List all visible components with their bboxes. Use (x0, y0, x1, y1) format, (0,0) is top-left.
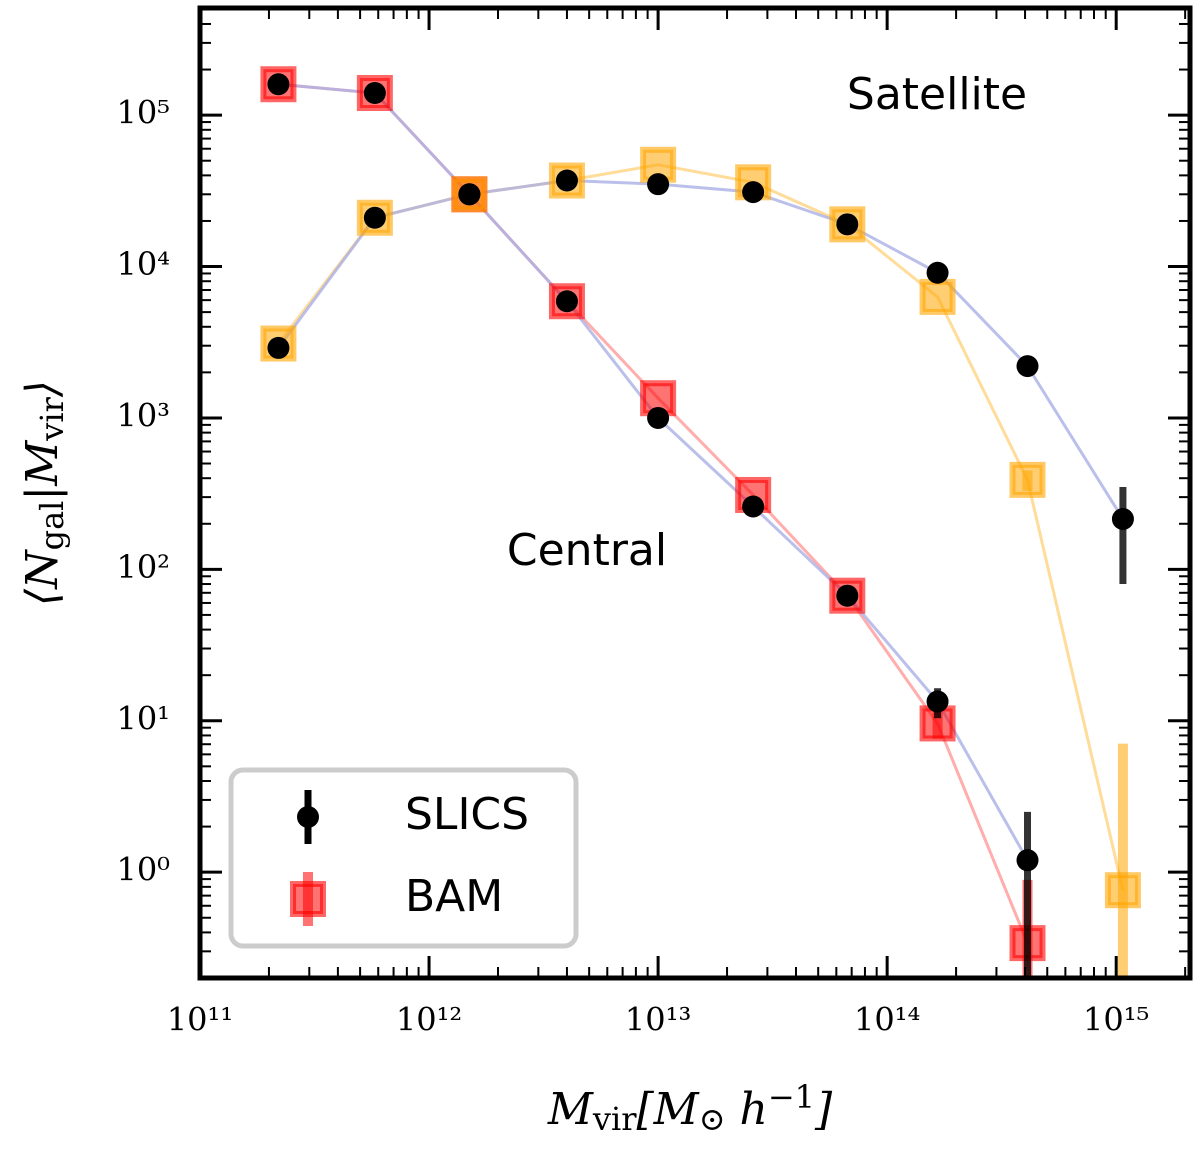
x-tick-label: 10¹⁵ (1083, 1001, 1149, 1039)
y-tick-label: 10⁴ (116, 245, 170, 283)
point (363, 206, 386, 229)
label-part: vir (592, 1100, 637, 1138)
x-axis-label: Mvir[M⊙ h−1] (547, 1078, 833, 1138)
point (555, 290, 578, 313)
label-part: ⟩ (17, 380, 68, 398)
label-part: −1 (768, 1078, 815, 1116)
point (267, 336, 290, 359)
point (742, 181, 765, 204)
point (555, 169, 578, 192)
point (1009, 461, 1046, 498)
plot-area (260, 66, 1141, 978)
point (1104, 872, 1141, 909)
point (1016, 355, 1039, 378)
label-part: [M (636, 1084, 699, 1135)
point (647, 173, 670, 196)
label-part: h (726, 1084, 768, 1135)
point (1016, 849, 1039, 872)
label-part: ] (814, 1084, 833, 1135)
series-line (277, 179, 1125, 520)
y-tick-label: 10³ (116, 396, 170, 434)
legend-marker (297, 806, 319, 828)
y-axis-label: ⟨Ngal|Mvir⟩ (17, 380, 72, 606)
annotation: Central (507, 525, 667, 576)
x-tick-label: 10¹² (396, 1001, 462, 1039)
label-part: ⊙ (699, 1100, 726, 1138)
point (926, 261, 949, 284)
x-tick-label: 10¹³ (625, 1001, 691, 1039)
point (363, 82, 386, 105)
point (458, 183, 481, 206)
label-part: ⟨N (17, 549, 68, 606)
point (647, 406, 670, 429)
point (926, 690, 949, 713)
y-tick-label: 10⁵ (116, 94, 170, 132)
legend-label: SLICS (405, 789, 529, 840)
y-tick-label: 10¹ (116, 699, 170, 737)
point (919, 278, 956, 315)
x-tick-label: 10¹¹ (167, 1001, 233, 1039)
y-tick-label: 10² (116, 548, 170, 586)
legend-label: BAM (405, 871, 503, 922)
point (836, 584, 859, 607)
legend-marker (290, 881, 326, 917)
point (836, 213, 859, 236)
label-part: |M (17, 440, 68, 501)
point (1111, 508, 1134, 531)
y-tick-label: 10⁰ (116, 851, 170, 889)
point (267, 73, 290, 96)
label-part: vir (33, 396, 71, 441)
label-part: gal (33, 501, 71, 551)
x-tick-label: 10¹⁴ (854, 1001, 920, 1039)
annotation: Satellite (847, 69, 1027, 120)
label-part: M (547, 1084, 594, 1135)
point (742, 495, 765, 518)
plot-frame (197, 5, 1193, 981)
